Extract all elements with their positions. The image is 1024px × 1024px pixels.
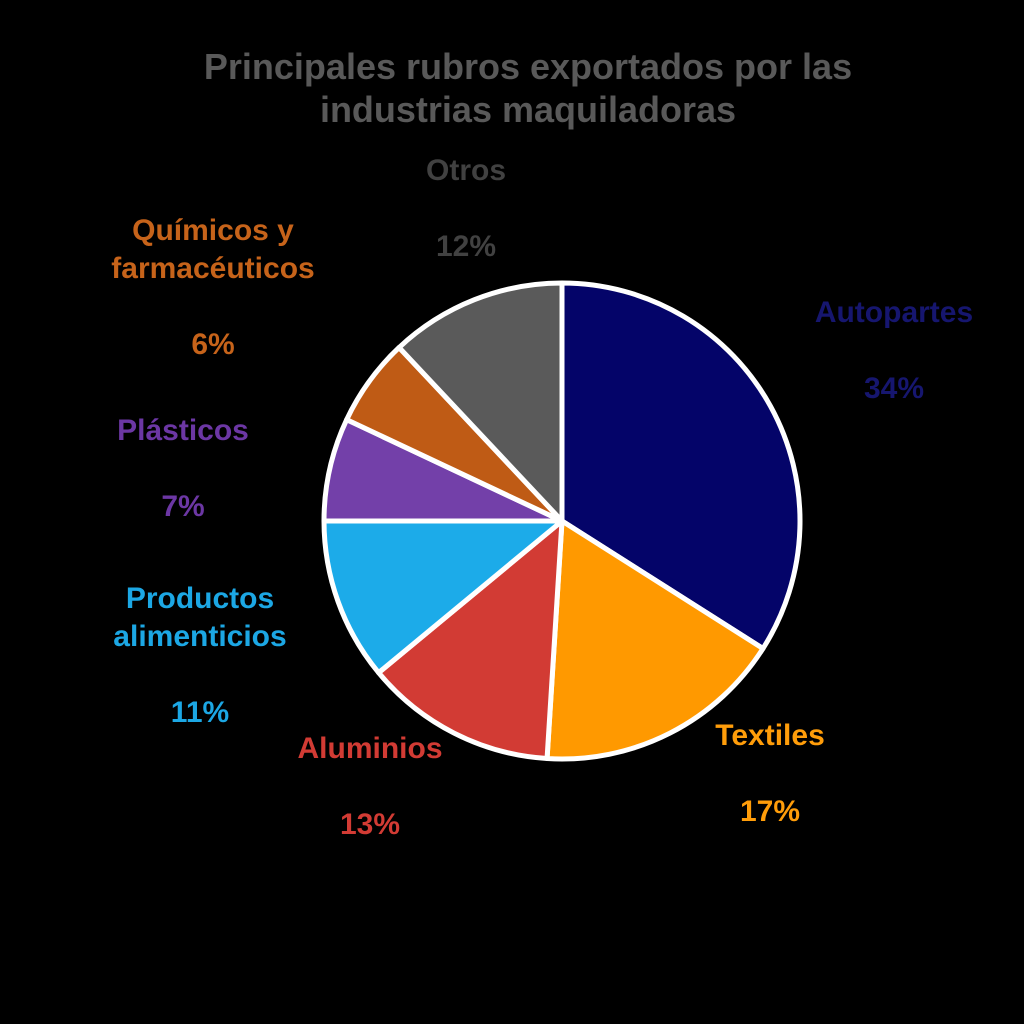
slice-label-quimicos-farmaceuticos: Químicos y farmacéuticos 6% — [111, 174, 314, 402]
slice-percentage: 12% — [435, 230, 497, 263]
pie-slice-productos-alimenticios — [321, 518, 565, 676]
pie-slice-aluminios — [376, 518, 565, 762]
slice-name: Plásticos — [117, 414, 249, 447]
slice-percentage: 6% — [191, 328, 235, 361]
pie-slice-textiles — [544, 518, 766, 762]
slice-name: Aluminios — [297, 732, 443, 765]
slice-name: Otros — [425, 154, 507, 187]
slice-name: Productos alimenticios — [113, 582, 287, 653]
slice-percentage: 34% — [863, 372, 925, 405]
slice-label-productos-alimenticios: Productos alimenticios 11% — [113, 542, 286, 770]
slice-label-plasticos: Plásticos 7% — [117, 374, 249, 564]
slice-name: Químicos y farmacéuticos — [111, 214, 315, 285]
slice-name: Autopartes — [814, 296, 974, 329]
slice-label-autopartes: Autopartes 34% — [815, 256, 973, 446]
slice-label-otros: Otros 12% — [426, 114, 506, 304]
slice-percentage: 7% — [161, 490, 205, 523]
slice-percentage: 17% — [739, 795, 801, 828]
slice-label-textiles: Textiles 17% — [715, 679, 825, 869]
slice-name: Textiles — [715, 719, 825, 752]
chart-title: Principales rubros exportados por las in… — [203, 46, 853, 130]
slice-label-aluminios: Aluminios 13% — [297, 692, 442, 882]
pie-slice-otros — [396, 280, 565, 524]
slice-percentage: 11% — [170, 696, 230, 729]
slice-percentage: 13% — [339, 808, 401, 841]
